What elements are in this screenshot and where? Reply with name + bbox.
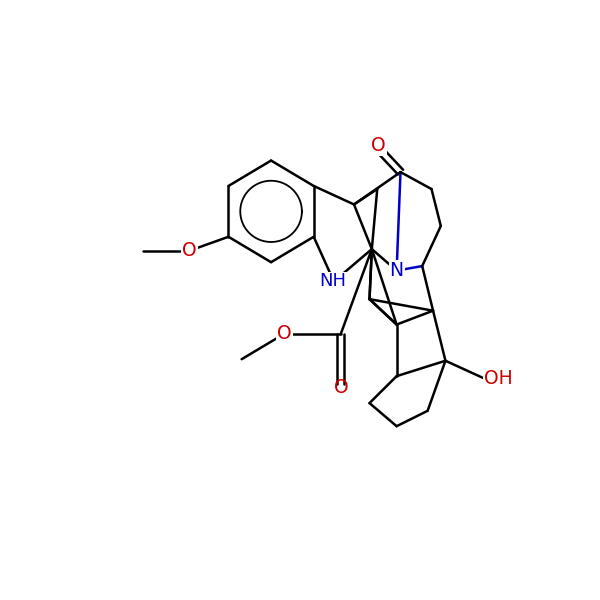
Text: O: O	[182, 241, 197, 260]
Text: OH: OH	[484, 369, 512, 388]
Text: N: N	[389, 261, 404, 280]
Text: O: O	[277, 324, 292, 343]
Text: O: O	[371, 136, 386, 155]
Text: O: O	[334, 378, 348, 397]
Text: NH: NH	[319, 272, 346, 290]
